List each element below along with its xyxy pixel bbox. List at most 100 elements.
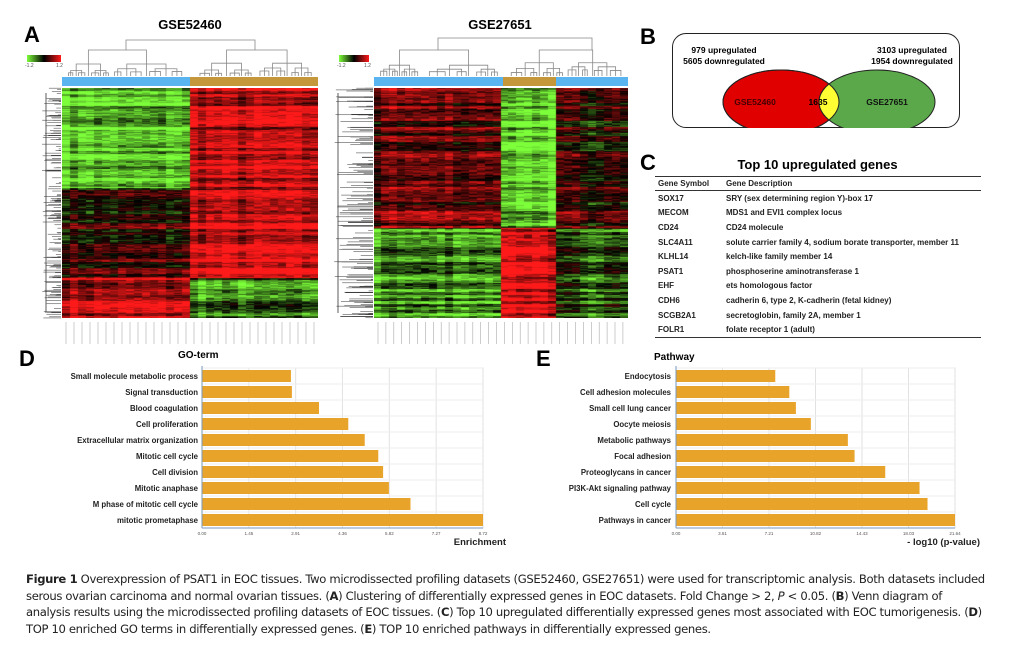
panel-label-b: B: [640, 24, 656, 49]
dendrogram-branch: [538, 49, 594, 76]
pathway-chart: 0.00 3.61 7.21 10.82 14.43 18.03 21.64 Endocyto…: [569, 366, 980, 548]
gene-description: ets homologous factor: [726, 281, 813, 291]
table-row: SLC4A11 solute carrier family 4, sodium b…: [655, 235, 981, 250]
group-bar-tumor: [503, 77, 556, 86]
table-title: Top 10 upregulated genes: [737, 157, 898, 172]
go-term-chart: 0.00 1.45 2.91 4.36 5.82 7.27 8.72 Small molecu…: [71, 366, 507, 548]
pathway-bar: [676, 482, 920, 494]
gene-description: CD24 molecule: [726, 222, 784, 232]
caption-ref-d: D: [968, 605, 978, 619]
pathway-tick-label: 7.21: [765, 531, 774, 536]
go-bar: [202, 498, 411, 510]
dendrogram-branch: [125, 39, 256, 50]
go-x-axis-label: Enrichment: [454, 537, 507, 548]
go-tick-label: 7.27: [432, 531, 441, 536]
go-category-label: Blood coagulation: [130, 404, 198, 413]
table-row: EHF ets homologous factor: [655, 279, 981, 294]
pathway-category-label: Endocytosis: [625, 372, 672, 381]
panel-label-d: D: [19, 346, 35, 371]
gene-symbol: EHF: [658, 281, 674, 291]
color-scale-2-max: 1.2: [364, 63, 371, 69]
pathway-bar: [676, 434, 848, 446]
table-row: MECOM MDS1 and EVI1 complex locus: [655, 206, 981, 221]
go-category-label: Cell proliferation: [136, 420, 198, 429]
pathway-tick-label: 18.03: [903, 531, 915, 536]
pathway-category-label: Small cell lung cancer: [589, 404, 671, 413]
go-category-label: M phase of mitotic cell cycle: [93, 500, 199, 509]
table-row: CD24 CD24 molecule: [655, 220, 981, 235]
panel-label-e: E: [536, 346, 551, 371]
gene-description: secretoglobin, family 2A, member 1: [726, 310, 861, 320]
caption-text: ) Clustering of differentially expressed…: [338, 588, 778, 603]
caption-figure-label: Figure 1: [26, 572, 78, 586]
pathway-tick-label: 3.61: [718, 531, 727, 536]
color-scale-2-min: -1.2: [337, 63, 346, 69]
color-scale-1-max: 1.2: [56, 63, 63, 69]
go-category-label: Small molecule metabolic process: [71, 372, 199, 381]
go-bar: [202, 402, 319, 414]
venn-left-stats: 979 upregulated 5605 downregulated: [679, 45, 769, 67]
go-chart-title: GO-term: [178, 350, 219, 361]
group-bar-normal: [556, 77, 628, 86]
gene-description: kelch-like family member 14: [726, 252, 833, 262]
dendrogram-branch: [87, 49, 147, 76]
gene-symbol: CDH6: [658, 295, 680, 305]
pathway-category-label: Focal adhesion: [614, 452, 671, 461]
figure-caption: Figure 1 Overexpression of PSAT1 in EOC …: [26, 571, 988, 637]
gene-description: SRY (sex determining region Y)-box 17: [726, 193, 873, 203]
pathway-bar: [676, 498, 928, 510]
go-category-label: mitotic prometaphase: [117, 516, 199, 525]
gene-symbol: MECOM: [658, 208, 689, 218]
gene-table: Gene Symbol Gene Description SOX17 SRY (s…: [655, 176, 981, 338]
group-bar-normal: [374, 77, 503, 86]
dendrograms: [42, 37, 628, 344]
pathway-tick-label: 21.64: [949, 531, 961, 536]
venn-overlap-count: 1635: [808, 97, 828, 107]
caption-ref-a: A: [329, 588, 339, 603]
panel-label-a: A: [24, 22, 40, 47]
table-row: SCGB2A1 secretoglobin, family 2A, member …: [655, 308, 981, 323]
pathway-category-label: Metabolic pathways: [597, 436, 671, 445]
gene-symbol: FOLR1: [658, 325, 685, 335]
heatmap1-title: GSE52460: [158, 17, 222, 32]
pathway-category-label: Proteoglycans in cancer: [581, 468, 671, 477]
header-symbol: Gene Symbol: [655, 176, 723, 191]
venn-left-up: 979 upregulated: [691, 45, 757, 55]
caption-text: Overexpression of PSAT1 in EOC tissues. …: [26, 572, 985, 603]
go-category-label: Signal transduction: [125, 388, 198, 397]
caption-p: P: [777, 588, 785, 603]
heatmap2-title: GSE27651: [468, 17, 532, 32]
pathway-chart-title: Pathway: [654, 352, 695, 363]
go-bar: [202, 370, 291, 382]
caption-text: ) TOP 10 enriched pathways in differenti…: [371, 621, 711, 636]
pathway-category-label: Cell cycle: [635, 500, 672, 509]
dendrogram-branch: [226, 49, 288, 76]
pathway-bar: [676, 402, 796, 414]
caption-text: < 0.05. (: [784, 588, 836, 603]
go-bar: [202, 434, 365, 446]
go-bar: [202, 482, 389, 494]
go-category-label: Cell division: [152, 468, 198, 477]
pathway-category-label: Oocyte meiosis: [613, 420, 671, 429]
go-tick-label: 4.36: [338, 531, 347, 536]
venn-right-down: 1954 downregulated: [871, 56, 953, 66]
gene-description: cadherin 6, type 2, K-cadherin (fetal ki…: [726, 295, 892, 305]
gene-symbol: CD24: [658, 222, 679, 232]
table-header: Gene Symbol Gene Description: [655, 176, 981, 191]
go-tick-label: 0.00: [198, 531, 207, 536]
color-scale-2: [339, 55, 369, 62]
caption-text: ) TOP 10 enriched GO terms in differenti…: [26, 605, 982, 636]
color-scale-1: [27, 55, 61, 62]
go-category-label: Mitotic anaphase: [135, 484, 199, 493]
pathway-x-axis-label: - log10 (p-value): [907, 537, 980, 548]
dendrogram-branch: [437, 37, 593, 50]
table-row: FOLR1 folate receptor 1 (adult): [655, 322, 981, 337]
go-tick-label: 5.82: [385, 531, 394, 536]
venn-right-label: GSE27651: [866, 97, 908, 107]
caption-text: ) Venn diagram of analysis results using…: [26, 588, 942, 620]
gene-symbol: KLHL14: [658, 252, 689, 262]
pathway-tick-label: 14.43: [856, 531, 868, 536]
go-bar: [202, 466, 384, 478]
pathway-tick-label: 0.00: [672, 531, 681, 536]
go-bar: [202, 450, 379, 462]
